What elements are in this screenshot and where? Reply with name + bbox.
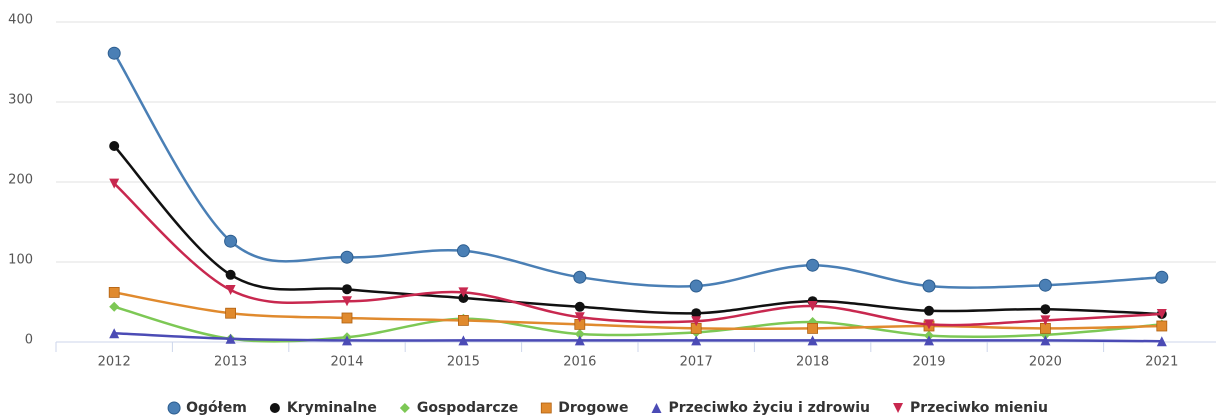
series-line — [114, 331, 1162, 343]
series-line — [113, 182, 1162, 327]
marker — [342, 284, 352, 295]
marker — [651, 403, 662, 413]
x-tick-label: 2020 — [1029, 355, 1062, 370]
y-tick-label: 400 — [8, 13, 33, 28]
legend-label: Przeciwko mieniu — [910, 400, 1048, 416]
y-tick-label: 300 — [8, 93, 33, 108]
x-tick-label: 2015 — [447, 355, 480, 370]
marker — [269, 403, 280, 413]
marker — [167, 401, 181, 415]
marker — [689, 279, 703, 293]
marker — [924, 305, 934, 316]
marker — [107, 46, 121, 60]
legend-item: Przeciwko mieniu — [893, 400, 1048, 416]
x-tick-label: 2012 — [98, 355, 131, 370]
marker — [574, 312, 585, 323]
series-line — [113, 291, 1162, 331]
marker — [109, 141, 120, 151]
marker — [691, 335, 702, 346]
marker — [1156, 336, 1167, 347]
marker — [225, 269, 236, 280]
y-tick-label: 100 — [8, 253, 33, 268]
marker — [458, 287, 469, 298]
legend-item: Ogółem — [167, 400, 247, 416]
x-tick-label: 2017 — [680, 355, 713, 370]
marker — [109, 178, 120, 189]
marker — [924, 335, 934, 346]
marker — [574, 335, 585, 346]
marker — [1156, 320, 1168, 332]
marker — [691, 316, 702, 327]
x-tick-label: 2021 — [1145, 355, 1178, 370]
legend-item: Drogowe — [540, 400, 628, 416]
marker — [1040, 315, 1051, 326]
marker — [399, 403, 410, 413]
marker — [456, 244, 470, 258]
marker — [109, 328, 120, 339]
marker — [108, 286, 120, 298]
marker — [807, 335, 818, 346]
marker — [691, 308, 702, 319]
marker — [1040, 304, 1051, 315]
legend: Ogółem Kryminalne Gospodarcze Drogowe Przeci… — [167, 400, 1048, 416]
marker — [807, 301, 818, 311]
marker — [924, 319, 934, 330]
marker — [922, 279, 936, 293]
x-tick-label: 2016 — [563, 355, 596, 370]
marker — [341, 312, 353, 324]
y-tick-label: 200 — [8, 173, 33, 188]
marker — [340, 250, 354, 264]
marker — [458, 335, 469, 346]
marker — [342, 335, 352, 346]
series-line — [113, 52, 1162, 289]
marker — [807, 322, 818, 334]
x-tick-label: 2013 — [214, 355, 247, 370]
marker — [540, 402, 552, 414]
legend-label: Kryminalne — [287, 400, 377, 416]
marker — [574, 329, 585, 339]
marker — [225, 285, 236, 295]
series-line — [113, 305, 1162, 343]
legend-item: Kryminalne — [269, 400, 377, 416]
series-line — [113, 145, 1162, 316]
marker — [1040, 335, 1051, 346]
legend-item: Przeciwko życiu i zdrowiu — [651, 400, 870, 416]
marker — [1038, 278, 1052, 292]
marker — [225, 307, 237, 319]
x-tick-label: 2018 — [796, 355, 829, 370]
marker — [1155, 270, 1169, 284]
legend-label: Ogółem — [186, 400, 247, 416]
x-tick-label: 2019 — [912, 355, 945, 370]
marker — [225, 333, 236, 344]
x-tick-label: 2014 — [330, 355, 363, 370]
marker — [893, 403, 904, 413]
legend-label: Gospodarcze — [417, 400, 518, 416]
marker — [457, 314, 469, 326]
y-tick-label: 0 — [25, 333, 33, 348]
legend-label: Przeciwko życiu i zdrowiu — [668, 400, 870, 416]
marker — [224, 234, 238, 248]
marker — [573, 270, 587, 284]
legend-label: Drogowe — [558, 400, 628, 416]
marker — [458, 293, 469, 303]
legend-item: Gospodarcze — [399, 400, 518, 416]
marker — [109, 301, 120, 312]
marker — [574, 301, 585, 312]
marker — [1156, 309, 1167, 319]
marker — [806, 258, 820, 272]
marker — [342, 296, 352, 307]
